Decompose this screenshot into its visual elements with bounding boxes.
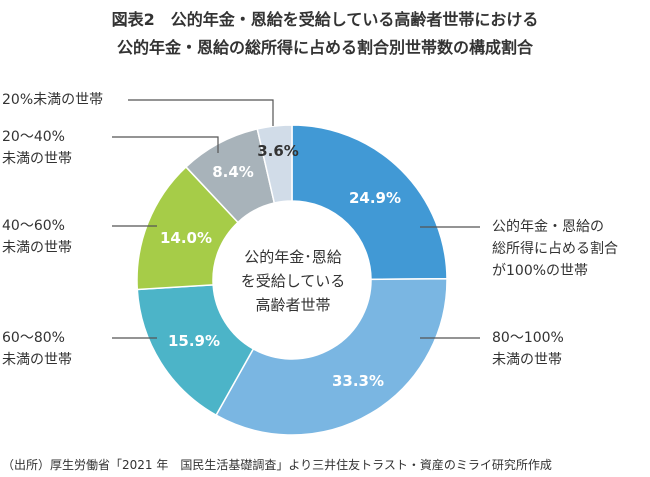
- center-label-line: 公的年金･恩給: [244, 248, 342, 266]
- category-label-line: 未満の世帯: [2, 151, 72, 167]
- donut-slice-1: [291, 124, 448, 281]
- category-label-line: 40〜60%: [2, 218, 65, 234]
- donut-slice-2: [215, 278, 448, 436]
- category-label-line: 80〜100%: [492, 330, 564, 346]
- category-label-40-60: 40〜60% 未満の世帯: [2, 215, 72, 259]
- category-label-line: 総所得に占める割合: [492, 241, 618, 257]
- category-label-20-40: 20〜40% 未満の世帯: [2, 126, 72, 170]
- data-label-80-100: 33.3%: [331, 372, 385, 390]
- donut-slice-6: [256, 124, 293, 204]
- center-label-line: を受給している: [240, 272, 346, 290]
- center-label: 公的年金･恩給 を受給している 高齢者世帯: [222, 245, 364, 317]
- leader-line-20-40: [112, 136, 219, 153]
- category-label-line: 20〜40%: [2, 129, 65, 145]
- category-label-line: が100%の世帯: [492, 263, 589, 279]
- category-label-line: 20%未満の世帯: [2, 92, 104, 108]
- data-label-20-40: 8.4%: [212, 163, 254, 181]
- category-label-lt20: 20%未満の世帯: [2, 89, 103, 111]
- data-label-lt20: 3.6%: [257, 142, 299, 160]
- chart-title-line1: 図表2 公的年金・恩給を受給している高齢者世帯における: [111, 10, 539, 29]
- data-label-60-80: 15.9%: [167, 332, 221, 350]
- leader-line-lt20: [128, 99, 274, 126]
- category-label-line: 公的年金・恩給の: [492, 219, 604, 235]
- center-label-line: 高齢者世帯: [255, 296, 331, 314]
- category-label-100: 公的年金・恩給の 総所得に占める割合 が100%の世帯: [492, 216, 618, 282]
- data-label-100: 24.9%: [348, 189, 402, 207]
- chart-title-line2: 公的年金・恩給の総所得に占める割合別世帯数の構成割合: [116, 38, 533, 57]
- source-note: （出所）厚生労働省「2021 年 国民生活基礎調査」より三井住友トラスト・資産の…: [2, 458, 552, 472]
- category-label-line: 60〜80%: [2, 330, 65, 346]
- category-label-line: 未満の世帯: [2, 240, 72, 256]
- category-label-60-80: 60〜80% 未満の世帯: [2, 327, 72, 371]
- category-label-80-100: 80〜100% 未満の世帯: [492, 327, 564, 371]
- category-label-line: 未満の世帯: [492, 352, 562, 368]
- data-label-40-60: 14.0%: [159, 229, 213, 247]
- category-label-line: 未満の世帯: [2, 352, 72, 368]
